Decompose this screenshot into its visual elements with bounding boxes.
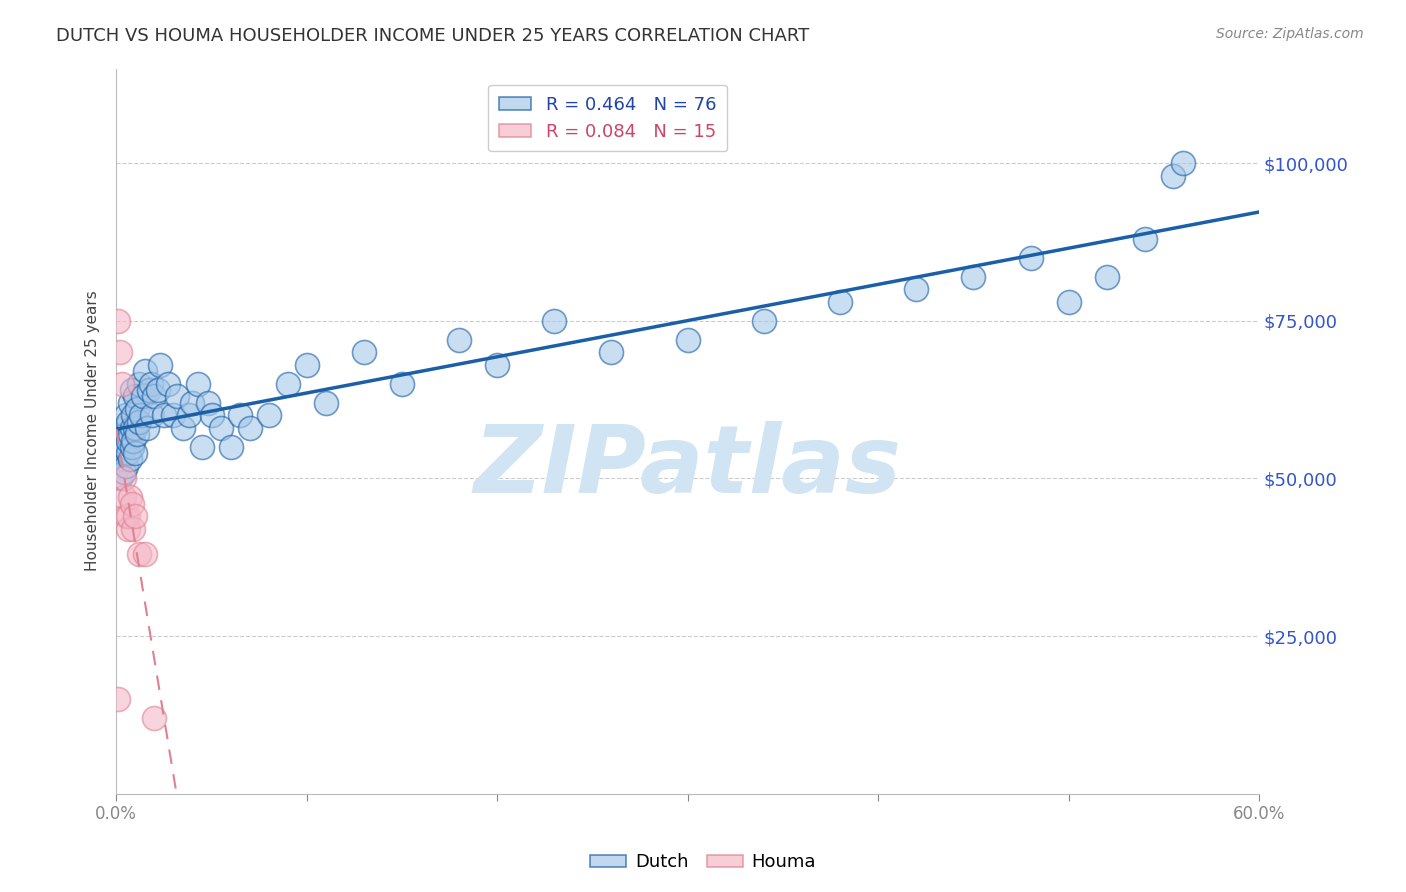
Point bbox=[124, 446, 146, 460]
Point bbox=[139, 376, 162, 391]
Y-axis label: Householder Income Under 25 years: Householder Income Under 25 years bbox=[86, 291, 100, 572]
Point bbox=[118, 491, 141, 505]
Point bbox=[449, 333, 471, 347]
Point bbox=[122, 434, 145, 448]
Point bbox=[122, 522, 145, 536]
Point bbox=[153, 409, 176, 423]
Point bbox=[143, 711, 166, 725]
Point bbox=[219, 440, 242, 454]
Point bbox=[121, 383, 143, 397]
Point bbox=[191, 440, 214, 454]
Point bbox=[124, 509, 146, 524]
Point bbox=[129, 409, 152, 423]
Point bbox=[135, 421, 157, 435]
Point bbox=[128, 415, 150, 429]
Point bbox=[166, 389, 188, 403]
Point bbox=[108, 345, 131, 359]
Point bbox=[108, 471, 131, 485]
Point bbox=[121, 440, 143, 454]
Text: DUTCH VS HOUMA HOUSEHOLDER INCOME UNDER 25 YEARS CORRELATION CHART: DUTCH VS HOUMA HOUSEHOLDER INCOME UNDER … bbox=[56, 27, 810, 45]
Point bbox=[676, 333, 699, 347]
Point bbox=[905, 282, 928, 296]
Point bbox=[124, 389, 146, 403]
Point bbox=[134, 547, 156, 561]
Point bbox=[117, 415, 139, 429]
Point bbox=[108, 440, 131, 454]
Point bbox=[1171, 156, 1194, 170]
Point bbox=[117, 446, 139, 460]
Point bbox=[132, 389, 155, 403]
Point bbox=[239, 421, 262, 435]
Point bbox=[111, 446, 134, 460]
Point bbox=[112, 421, 135, 435]
Point bbox=[117, 509, 139, 524]
Point bbox=[543, 314, 565, 328]
Legend: R = 0.464   N = 76, R = 0.084   N = 15: R = 0.464 N = 76, R = 0.084 N = 15 bbox=[488, 85, 727, 152]
Point bbox=[141, 409, 163, 423]
Point bbox=[200, 409, 222, 423]
Point bbox=[229, 409, 252, 423]
Point bbox=[111, 434, 134, 448]
Point bbox=[277, 376, 299, 391]
Point bbox=[128, 547, 150, 561]
Point bbox=[118, 395, 141, 409]
Point bbox=[1133, 232, 1156, 246]
Point bbox=[295, 358, 318, 372]
Point bbox=[187, 376, 209, 391]
Point bbox=[114, 458, 136, 473]
Point bbox=[1095, 269, 1118, 284]
Point bbox=[111, 376, 134, 391]
Point bbox=[117, 522, 139, 536]
Point bbox=[752, 314, 775, 328]
Point bbox=[148, 383, 170, 397]
Point bbox=[962, 269, 984, 284]
Point bbox=[600, 345, 623, 359]
Point bbox=[112, 491, 135, 505]
Point bbox=[118, 452, 141, 467]
Point bbox=[107, 458, 129, 473]
Point bbox=[138, 383, 160, 397]
Point bbox=[257, 409, 280, 423]
Point bbox=[112, 471, 135, 485]
Point bbox=[353, 345, 375, 359]
Point bbox=[143, 389, 166, 403]
Point bbox=[177, 409, 200, 423]
Point bbox=[127, 427, 149, 442]
Point bbox=[114, 409, 136, 423]
Point bbox=[162, 409, 184, 423]
Point bbox=[124, 421, 146, 435]
Point bbox=[112, 440, 135, 454]
Point bbox=[1057, 294, 1080, 309]
Point bbox=[315, 395, 337, 409]
Point bbox=[127, 402, 149, 417]
Text: Source: ZipAtlas.com: Source: ZipAtlas.com bbox=[1216, 27, 1364, 41]
Point bbox=[107, 314, 129, 328]
Point bbox=[117, 434, 139, 448]
Point bbox=[118, 427, 141, 442]
Point bbox=[112, 465, 135, 479]
Point bbox=[391, 376, 413, 391]
Point bbox=[149, 358, 172, 372]
Point bbox=[1163, 169, 1185, 183]
Point bbox=[111, 452, 134, 467]
Point bbox=[121, 497, 143, 511]
Point bbox=[114, 509, 136, 524]
Point bbox=[121, 421, 143, 435]
Point bbox=[172, 421, 194, 435]
Text: ZIPatlas: ZIPatlas bbox=[474, 421, 901, 514]
Point bbox=[114, 427, 136, 442]
Point bbox=[156, 376, 179, 391]
Point bbox=[134, 364, 156, 378]
Point bbox=[209, 421, 232, 435]
Point bbox=[828, 294, 851, 309]
Point bbox=[128, 376, 150, 391]
Point bbox=[181, 395, 204, 409]
Point bbox=[107, 692, 129, 706]
Point bbox=[1019, 251, 1042, 265]
Point bbox=[122, 409, 145, 423]
Point bbox=[486, 358, 509, 372]
Point bbox=[197, 395, 219, 409]
Legend: Dutch, Houma: Dutch, Houma bbox=[582, 847, 824, 879]
